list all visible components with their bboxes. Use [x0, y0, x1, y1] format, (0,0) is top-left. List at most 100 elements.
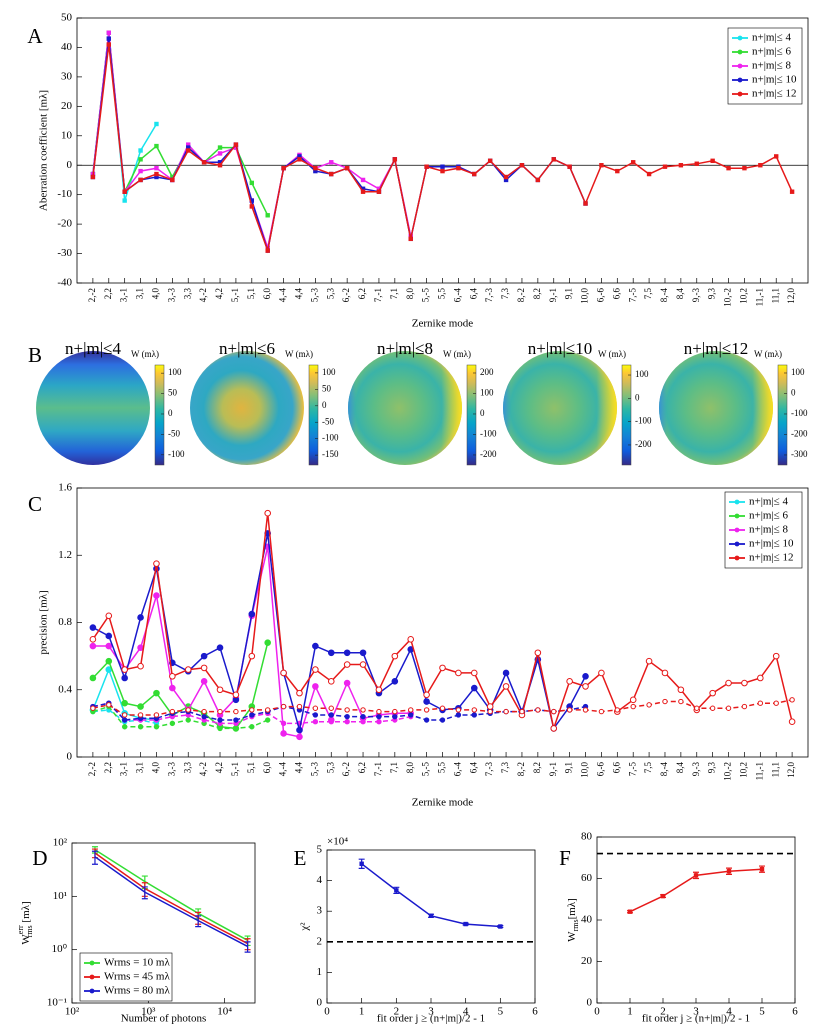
x-tick-label: 10,2	[738, 762, 748, 778]
marker	[138, 148, 143, 153]
marker	[265, 213, 270, 218]
marker	[376, 713, 382, 720]
marker	[470, 669, 478, 677]
legend-box	[79, 952, 173, 1002]
marker	[105, 612, 113, 620]
marker	[463, 921, 468, 927]
marker	[440, 164, 445, 169]
x-tick-label: 4	[726, 1006, 732, 1018]
marker	[281, 165, 286, 171]
marker	[137, 614, 144, 621]
x-tick-label: 7,3	[500, 287, 510, 299]
marker	[502, 669, 510, 677]
x-tick-label: 7,3	[500, 762, 510, 774]
marker	[423, 707, 430, 713]
y-tick-label: 4	[317, 874, 323, 886]
marker	[392, 708, 398, 715]
marker	[757, 674, 764, 682]
plot-frame	[76, 17, 809, 284]
map-title: n+|m|≤4	[65, 339, 121, 358]
colorbar-tick-label: -200	[480, 449, 497, 459]
marker	[233, 708, 239, 715]
marker	[773, 700, 779, 706]
x-tick-label: 6,4	[468, 288, 478, 300]
colorbar-label: W (mλ)	[131, 349, 159, 359]
marker	[726, 869, 732, 874]
marker	[709, 705, 716, 711]
x-tick-label: 12,0	[786, 288, 796, 304]
marker	[759, 866, 765, 872]
x-tick-label: 2,-2	[87, 288, 97, 302]
y-tick-label: 1	[317, 966, 323, 978]
legend-label: n+|m|≤ 10	[749, 538, 794, 550]
x-tick-label: 4	[463, 1006, 469, 1018]
colorbar-label: W (mλ)	[754, 349, 782, 359]
marker	[328, 705, 334, 711]
x-tick-label: 8,-2	[516, 288, 526, 302]
marker	[344, 718, 350, 725]
marker	[186, 142, 191, 147]
marker	[264, 639, 271, 646]
series-line-dashed	[92, 705, 268, 730]
x-tick-label: 4,-2	[198, 288, 208, 302]
x-tick-label: 2	[394, 1006, 400, 1018]
marker	[774, 154, 779, 159]
y-tick-label: 10⁰	[52, 943, 68, 955]
legend-label: n+|m|≤ 8	[752, 60, 791, 72]
x-tick-label: 10,0	[580, 288, 590, 304]
legend-marker	[737, 77, 743, 83]
marker	[598, 669, 605, 677]
y-label-sub: rms	[571, 919, 580, 931]
marker	[344, 707, 350, 713]
colorbar	[621, 364, 632, 466]
marker	[392, 157, 398, 162]
x-tick-label: 10,-2	[723, 288, 733, 307]
marker	[646, 171, 652, 177]
marker	[757, 700, 764, 706]
y-label-unit: [mλ]	[20, 901, 32, 925]
marker	[772, 652, 780, 660]
marker	[359, 661, 367, 668]
marker	[106, 702, 112, 708]
marker	[470, 684, 478, 692]
marker	[121, 666, 128, 673]
marker	[376, 189, 382, 194]
marker	[455, 707, 462, 713]
y-tick-label: 10¹	[53, 890, 67, 902]
marker	[296, 733, 303, 741]
marker	[630, 160, 636, 165]
x-axis-label: Zernike mode	[412, 318, 474, 330]
marker	[376, 708, 382, 715]
y-tick-label: 20	[581, 955, 593, 967]
marker	[788, 718, 796, 725]
y-tick-label: 30	[61, 70, 73, 82]
x-tick-label: 5,3	[325, 762, 335, 774]
colorbar-tick-label: 50	[168, 388, 178, 398]
marker	[138, 157, 143, 162]
marker	[233, 725, 239, 732]
marker	[376, 718, 382, 725]
marker	[725, 679, 732, 687]
marker	[630, 703, 636, 710]
marker	[694, 705, 700, 711]
legend-marker	[89, 960, 95, 966]
legend-marker	[734, 527, 740, 533]
marker	[201, 713, 207, 720]
marker	[678, 163, 684, 168]
panel-letter: A	[27, 24, 43, 48]
marker	[154, 165, 159, 171]
colorbar-tick-label: -150	[322, 449, 339, 459]
marker	[519, 163, 525, 168]
x-axis-label: Zernike mode	[412, 797, 474, 809]
marker	[296, 726, 303, 734]
x-tick-label: 4,-4	[278, 762, 288, 777]
legend-label: Wrms = 45 mλ	[104, 971, 170, 983]
marker	[249, 204, 255, 209]
x-tick-label: 6,2	[357, 288, 367, 299]
marker	[122, 189, 127, 194]
marker	[154, 143, 159, 149]
marker	[169, 673, 176, 680]
legend-label: n+|m|≤ 8	[749, 524, 788, 536]
y-tick-label: 0	[67, 159, 73, 171]
x-tick-label: 6,-6	[595, 288, 605, 303]
